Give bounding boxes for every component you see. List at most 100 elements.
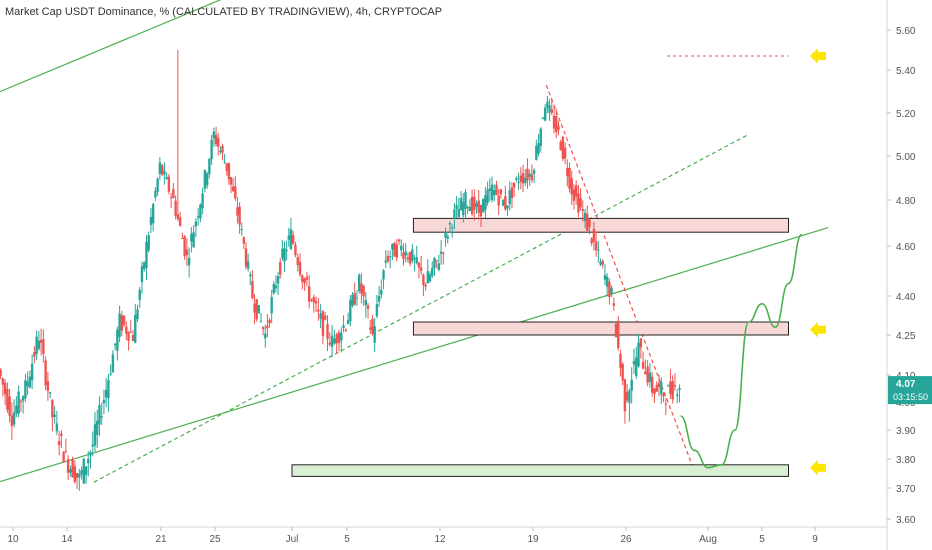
candle-body <box>632 360 636 365</box>
candle <box>178 211 182 227</box>
candle <box>107 373 110 412</box>
candle <box>453 202 456 230</box>
candle <box>608 278 611 305</box>
candle-body <box>601 260 604 265</box>
candle-body <box>143 262 146 270</box>
candle <box>497 189 500 215</box>
candle <box>612 297 616 311</box>
x-tick-label: 9 <box>812 534 818 545</box>
candle <box>279 258 282 279</box>
candle-body <box>227 163 231 180</box>
candle-body <box>62 452 65 463</box>
candle-body <box>234 186 237 199</box>
candle-body <box>259 320 263 322</box>
arrow-icon <box>810 48 826 64</box>
candle-body <box>134 315 137 343</box>
candle-body <box>599 261 602 265</box>
candle <box>274 275 278 293</box>
candle-body <box>605 276 609 287</box>
candle-body <box>305 276 309 280</box>
candle <box>69 465 72 477</box>
candle <box>51 398 54 432</box>
candle <box>346 312 350 325</box>
candle <box>625 384 629 403</box>
candle-body <box>289 229 293 249</box>
candle <box>37 330 41 351</box>
candle-body <box>261 327 265 330</box>
candle <box>673 373 677 391</box>
candle-body <box>279 262 282 275</box>
candle-body <box>488 188 492 191</box>
candle-body <box>281 248 284 259</box>
candle <box>384 250 387 268</box>
candle-body <box>395 244 399 258</box>
candle-body <box>559 141 562 151</box>
candle <box>210 134 213 165</box>
candle-body <box>468 206 472 211</box>
candle <box>287 227 290 247</box>
candle-body <box>28 376 32 388</box>
candle-body <box>621 363 624 381</box>
candle <box>217 132 220 156</box>
candle <box>234 176 237 201</box>
candle <box>572 184 576 210</box>
candle-body <box>426 271 430 284</box>
candle <box>190 227 193 253</box>
candle <box>470 189 474 217</box>
candle <box>499 188 503 200</box>
candle-body <box>287 235 290 240</box>
candle-body <box>528 173 531 177</box>
candle <box>303 277 306 291</box>
candle-body <box>508 190 511 205</box>
candle <box>118 305 121 343</box>
candle-body <box>246 261 250 269</box>
candle-body <box>107 380 110 399</box>
candle <box>657 374 661 397</box>
candle <box>335 332 338 355</box>
candle <box>30 354 34 390</box>
candle-body <box>73 466 77 483</box>
candle-body <box>351 294 354 306</box>
candle <box>548 99 551 122</box>
candle <box>134 304 137 344</box>
candle <box>455 196 458 218</box>
candle <box>619 349 622 377</box>
candle-body <box>344 329 348 331</box>
candle-body <box>644 371 647 375</box>
candle-body <box>44 360 47 386</box>
candle-body <box>592 229 596 242</box>
candle <box>251 270 254 300</box>
candle <box>559 139 562 151</box>
candle-body <box>223 162 226 164</box>
y-tick-label: 4.80 <box>896 196 916 207</box>
candle <box>53 406 56 424</box>
candle-body <box>154 190 157 198</box>
candle <box>666 384 670 387</box>
candle-body <box>48 392 52 394</box>
candle-body <box>623 379 627 412</box>
candle-body <box>100 416 103 418</box>
candle-body <box>357 275 361 292</box>
candle <box>246 253 250 272</box>
candle <box>102 389 106 415</box>
candle <box>201 187 204 215</box>
candle-body <box>433 258 436 269</box>
candle-body <box>78 473 81 478</box>
candle <box>154 187 157 202</box>
candle-body <box>671 380 674 400</box>
candle <box>375 295 379 319</box>
candle-body <box>291 235 295 244</box>
candle-body <box>298 261 302 275</box>
candle-body <box>541 117 545 119</box>
candle <box>490 176 494 203</box>
candle <box>113 343 117 351</box>
candle-body <box>393 243 396 257</box>
candle-body <box>371 318 374 334</box>
candle-body <box>519 175 523 182</box>
candle-body <box>96 420 99 435</box>
candle <box>415 245 418 265</box>
candle-body <box>588 219 591 228</box>
candle-body <box>330 335 334 347</box>
candle <box>528 169 531 186</box>
